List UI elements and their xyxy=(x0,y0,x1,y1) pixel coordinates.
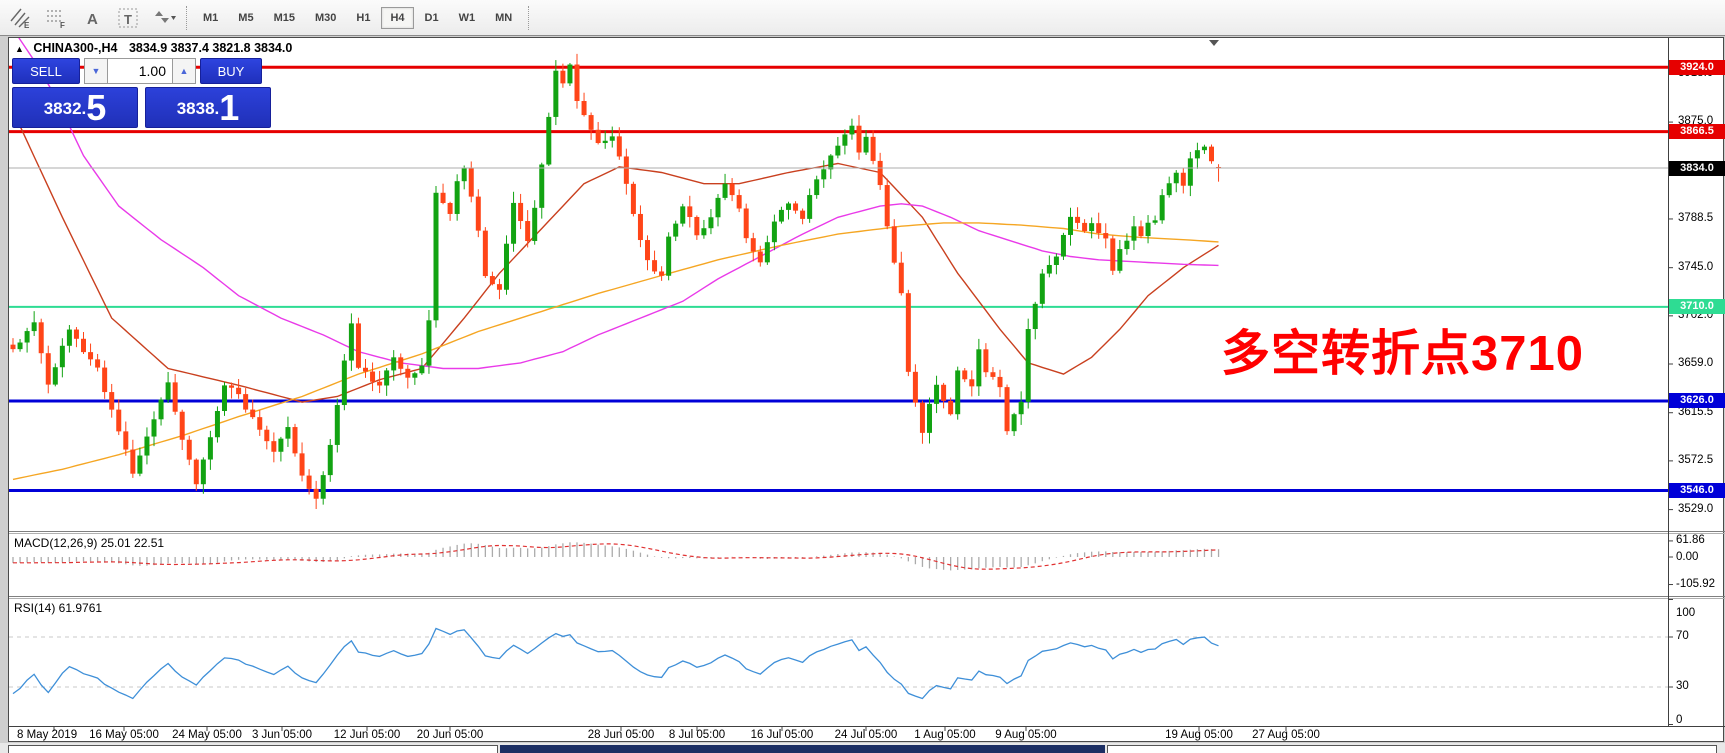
volume-increase-button[interactable]: ▲ xyxy=(172,58,196,84)
sell-price-display[interactable]: 3832. 5 xyxy=(12,87,138,128)
price-level-plate: 3626.0 xyxy=(1669,393,1725,409)
timeframe-button-w1[interactable]: W1 xyxy=(458,11,476,24)
price-axis-tick: 3875.0 xyxy=(1678,115,1714,128)
chart-annotation-text: 多空转折点3710 xyxy=(1221,327,1585,381)
time-axis-label: 1 Aug 05:00 xyxy=(914,729,976,741)
price-level-plate: 3710.0 xyxy=(1669,299,1725,315)
time-axis-label: 19 Aug 05:00 xyxy=(1165,729,1233,741)
text-box-icon[interactable]: T xyxy=(114,5,144,31)
price-level-plate: 3834.0 xyxy=(1669,160,1725,176)
volume-decrease-button[interactable]: ▼ xyxy=(84,58,108,84)
toolbar-separator-2 xyxy=(528,5,530,30)
time-axis-label: 8 Jul 05:00 xyxy=(668,729,726,741)
timeframe-button-mn[interactable]: MN xyxy=(495,11,513,24)
time-axis-label: 24 May 05:00 xyxy=(172,729,242,741)
rsi-axis-tick: 0 xyxy=(1676,714,1683,726)
time-axis-label: 3 Jun 05:00 xyxy=(251,729,313,741)
price-chart-canvas[interactable] xyxy=(9,38,1725,743)
time-axis-label: 16 Jul 05:00 xyxy=(750,729,814,741)
toolbar-separator xyxy=(186,5,187,30)
chart-symbol: CHINA300-,H4 xyxy=(33,41,118,55)
rsi-axis-tick: 30 xyxy=(1676,680,1689,692)
sell-button[interactable]: SELL xyxy=(12,58,80,84)
top-toolbar: E F A T M1 M5 M15 M30 H1 H4 D1 W1 MN xyxy=(0,0,1725,36)
text-label-icon[interactable]: A xyxy=(78,5,108,31)
price-axis-tick: 3572.5 xyxy=(1678,453,1714,466)
chart-shift-marker xyxy=(1209,40,1219,46)
buy-price-frac: 1 xyxy=(219,87,240,128)
time-axis-label: 24 Jul 05:00 xyxy=(834,729,898,741)
one-click-trading-panel: SELL ▼ ▲ BUY 3832.5 3838.1 xyxy=(12,58,274,128)
price-level-plate: 3866.5 xyxy=(1669,124,1725,140)
buy-price-dot: . xyxy=(214,99,220,118)
svg-text:A: A xyxy=(87,11,98,28)
svg-text:E: E xyxy=(24,21,30,29)
time-axis-label: 8 May 2019 xyxy=(17,729,78,741)
svg-text:F: F xyxy=(60,21,65,29)
timeframe-button-m5[interactable]: M5 xyxy=(238,11,254,24)
one-click-collapse-icon[interactable]: ▲ xyxy=(15,44,24,54)
price-axis-tick: 3788.5 xyxy=(1678,211,1714,224)
timeframe-button-m15[interactable]: M15 xyxy=(273,11,295,24)
macd-label: MACD(12,26,9) 25.01 22.51 xyxy=(14,536,165,550)
rsi-label: RSI(14) 61.9761 xyxy=(14,601,103,615)
price-axis-tick: 3745.0 xyxy=(1678,260,1714,273)
equidistant-channel-icon[interactable]: E xyxy=(6,5,36,31)
price-level-plate: 3924.0 xyxy=(1669,59,1725,75)
timeframe-button-h4[interactable]: H4 xyxy=(381,6,414,29)
lower-window-strip xyxy=(0,743,1725,753)
volume-input[interactable] xyxy=(108,58,172,84)
arrow-objects-icon[interactable] xyxy=(150,5,180,31)
lower-window-left-edge xyxy=(8,745,498,753)
lower-window-right-edge xyxy=(1107,745,1717,753)
rsi-axis-tick: 70 xyxy=(1676,630,1689,642)
sell-price-frac: 5 xyxy=(86,87,107,128)
price-axis-tick: 3529.0 xyxy=(1678,502,1714,515)
macd-axis-tick: 0.00 xyxy=(1676,551,1699,563)
time-axis-label: 28 Jun 05:00 xyxy=(587,729,655,741)
macd-axis-tick: 61.86 xyxy=(1676,533,1705,546)
chart-ohlc-readout: 3834.9 3837.4 3821.8 3834.0 xyxy=(128,41,293,55)
price-axis-tick: 3659.0 xyxy=(1678,357,1714,369)
chart-title: ▲ CHINA300-,H4 3834.9 3837.4 3821.8 3834… xyxy=(15,41,292,55)
buy-price-main: 3838 xyxy=(176,99,215,118)
timeframe-button-m1[interactable]: M1 xyxy=(203,11,219,24)
time-axis-label: 27 Aug 05:00 xyxy=(1252,729,1320,741)
sell-price-main: 3832 xyxy=(43,99,82,118)
chart-window: ▲ CHINA300-,H4 3834.9 3837.4 3821.8 3834… xyxy=(8,37,1725,743)
time-axis-label: 20 Jun 05:00 xyxy=(416,729,484,741)
macd-axis-tick: -105.92 xyxy=(1676,577,1716,590)
buy-button[interactable]: BUY xyxy=(200,58,262,84)
time-axis-label: 16 May 05:00 xyxy=(89,729,159,741)
svg-text:T: T xyxy=(124,12,132,27)
timeframe-button-d1[interactable]: D1 xyxy=(424,11,439,24)
time-axis-label: 9 Aug 05:00 xyxy=(995,729,1057,741)
rsi-axis-tick: 100 xyxy=(1676,607,1696,619)
time-axis-label: 12 Jun 05:00 xyxy=(333,729,401,741)
timeframe-button-m30[interactable]: M30 xyxy=(314,11,337,24)
sell-price-dot: . xyxy=(81,99,87,118)
price-level-plate: 3546.0 xyxy=(1669,483,1725,499)
price-axis-tick: 3615.5 xyxy=(1678,405,1714,418)
fibonacci-retracement-icon[interactable]: F xyxy=(42,5,72,31)
lower-window-titlebar-edge xyxy=(500,745,1105,753)
timeframe-button-h1[interactable]: H1 xyxy=(356,11,371,24)
buy-price-display[interactable]: 3838. 1 xyxy=(145,87,271,128)
